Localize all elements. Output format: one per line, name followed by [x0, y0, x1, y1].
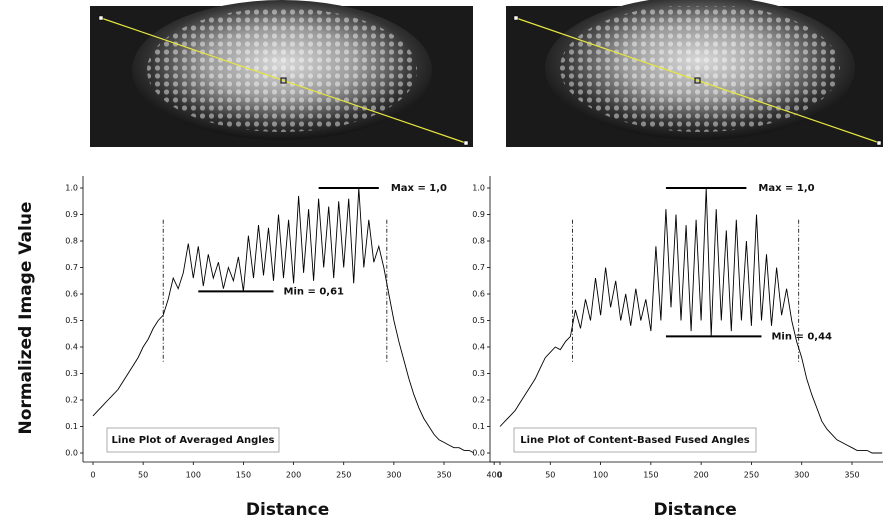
y-tick-label: 0.5	[472, 316, 485, 325]
x-tick-label: 300	[386, 471, 401, 480]
y-tick-label: 0.0	[472, 449, 485, 458]
y-tick-label: 0.2	[472, 396, 485, 405]
x-tick-label: 350	[844, 471, 859, 480]
y-tick-label: 0.1	[472, 422, 485, 431]
x-tick-label: 200	[694, 471, 709, 480]
y-tick-label: 1.0	[472, 184, 485, 193]
y-tick-label: 0.8	[65, 237, 78, 246]
y-tick-label: 0.2	[65, 396, 78, 405]
y-tick-label: 1.0	[65, 184, 78, 193]
y-axis-label: Normalized Image Value	[16, 202, 36, 435]
y-tick-label: 0.8	[472, 237, 485, 246]
y-tick-label: 0.4	[65, 343, 78, 352]
reference-label: Min = 0,44	[771, 331, 832, 342]
y-tick-label: 0.6	[472, 290, 485, 299]
x-axis-label: Distance	[246, 500, 329, 520]
y-tick-label: 0.3	[65, 369, 78, 378]
reference-label: Min = 0,61	[284, 286, 345, 297]
x-tick-label: 50	[138, 471, 148, 480]
y-tick-label: 0.9	[65, 210, 78, 219]
legend-text: Line Plot of Content-Based Fused Angles	[520, 435, 750, 446]
x-tick-label: 350	[436, 471, 451, 480]
x-tick-label: 250	[336, 471, 351, 480]
legend-box	[513, 427, 757, 453]
y-tick-label: 0.6	[65, 290, 78, 299]
y-tick-label: 0.5	[65, 316, 78, 325]
y-tick-label: 0.4	[472, 343, 485, 352]
reference-label: Max = 1,0	[391, 183, 447, 194]
y-tick-label: 0.0	[65, 449, 78, 458]
reference-label: Max = 1,0	[758, 183, 814, 194]
x-tick-label: 250	[744, 471, 759, 480]
legend-box	[106, 427, 280, 453]
y-tick-label: 0.3	[472, 369, 485, 378]
x-axis-label: Distance	[653, 500, 736, 520]
data-line	[92, 187, 475, 454]
image-left	[90, 0, 473, 147]
data-line	[499, 187, 883, 454]
y-tick-label: 0.1	[65, 422, 78, 431]
y-tick-label: 0.7	[472, 263, 485, 272]
x-tick-label: 100	[593, 471, 608, 480]
x-tick-label: 150	[643, 471, 658, 480]
x-tick-label: 0	[90, 471, 95, 480]
x-tick-label: 100	[186, 471, 201, 480]
x-tick-label: 400	[487, 471, 502, 480]
legend-text: Line Plot of Averaged Angles	[112, 435, 275, 446]
x-tick-label: 300	[794, 471, 809, 480]
x-tick-label: 0	[497, 471, 502, 480]
image-right	[506, 0, 883, 147]
y-tick-label: 0.7	[65, 263, 78, 272]
y-tick-label: 0.9	[472, 210, 485, 219]
x-tick-label: 150	[236, 471, 251, 480]
x-tick-label: 200	[286, 471, 301, 480]
x-tick-label: 50	[545, 471, 555, 480]
